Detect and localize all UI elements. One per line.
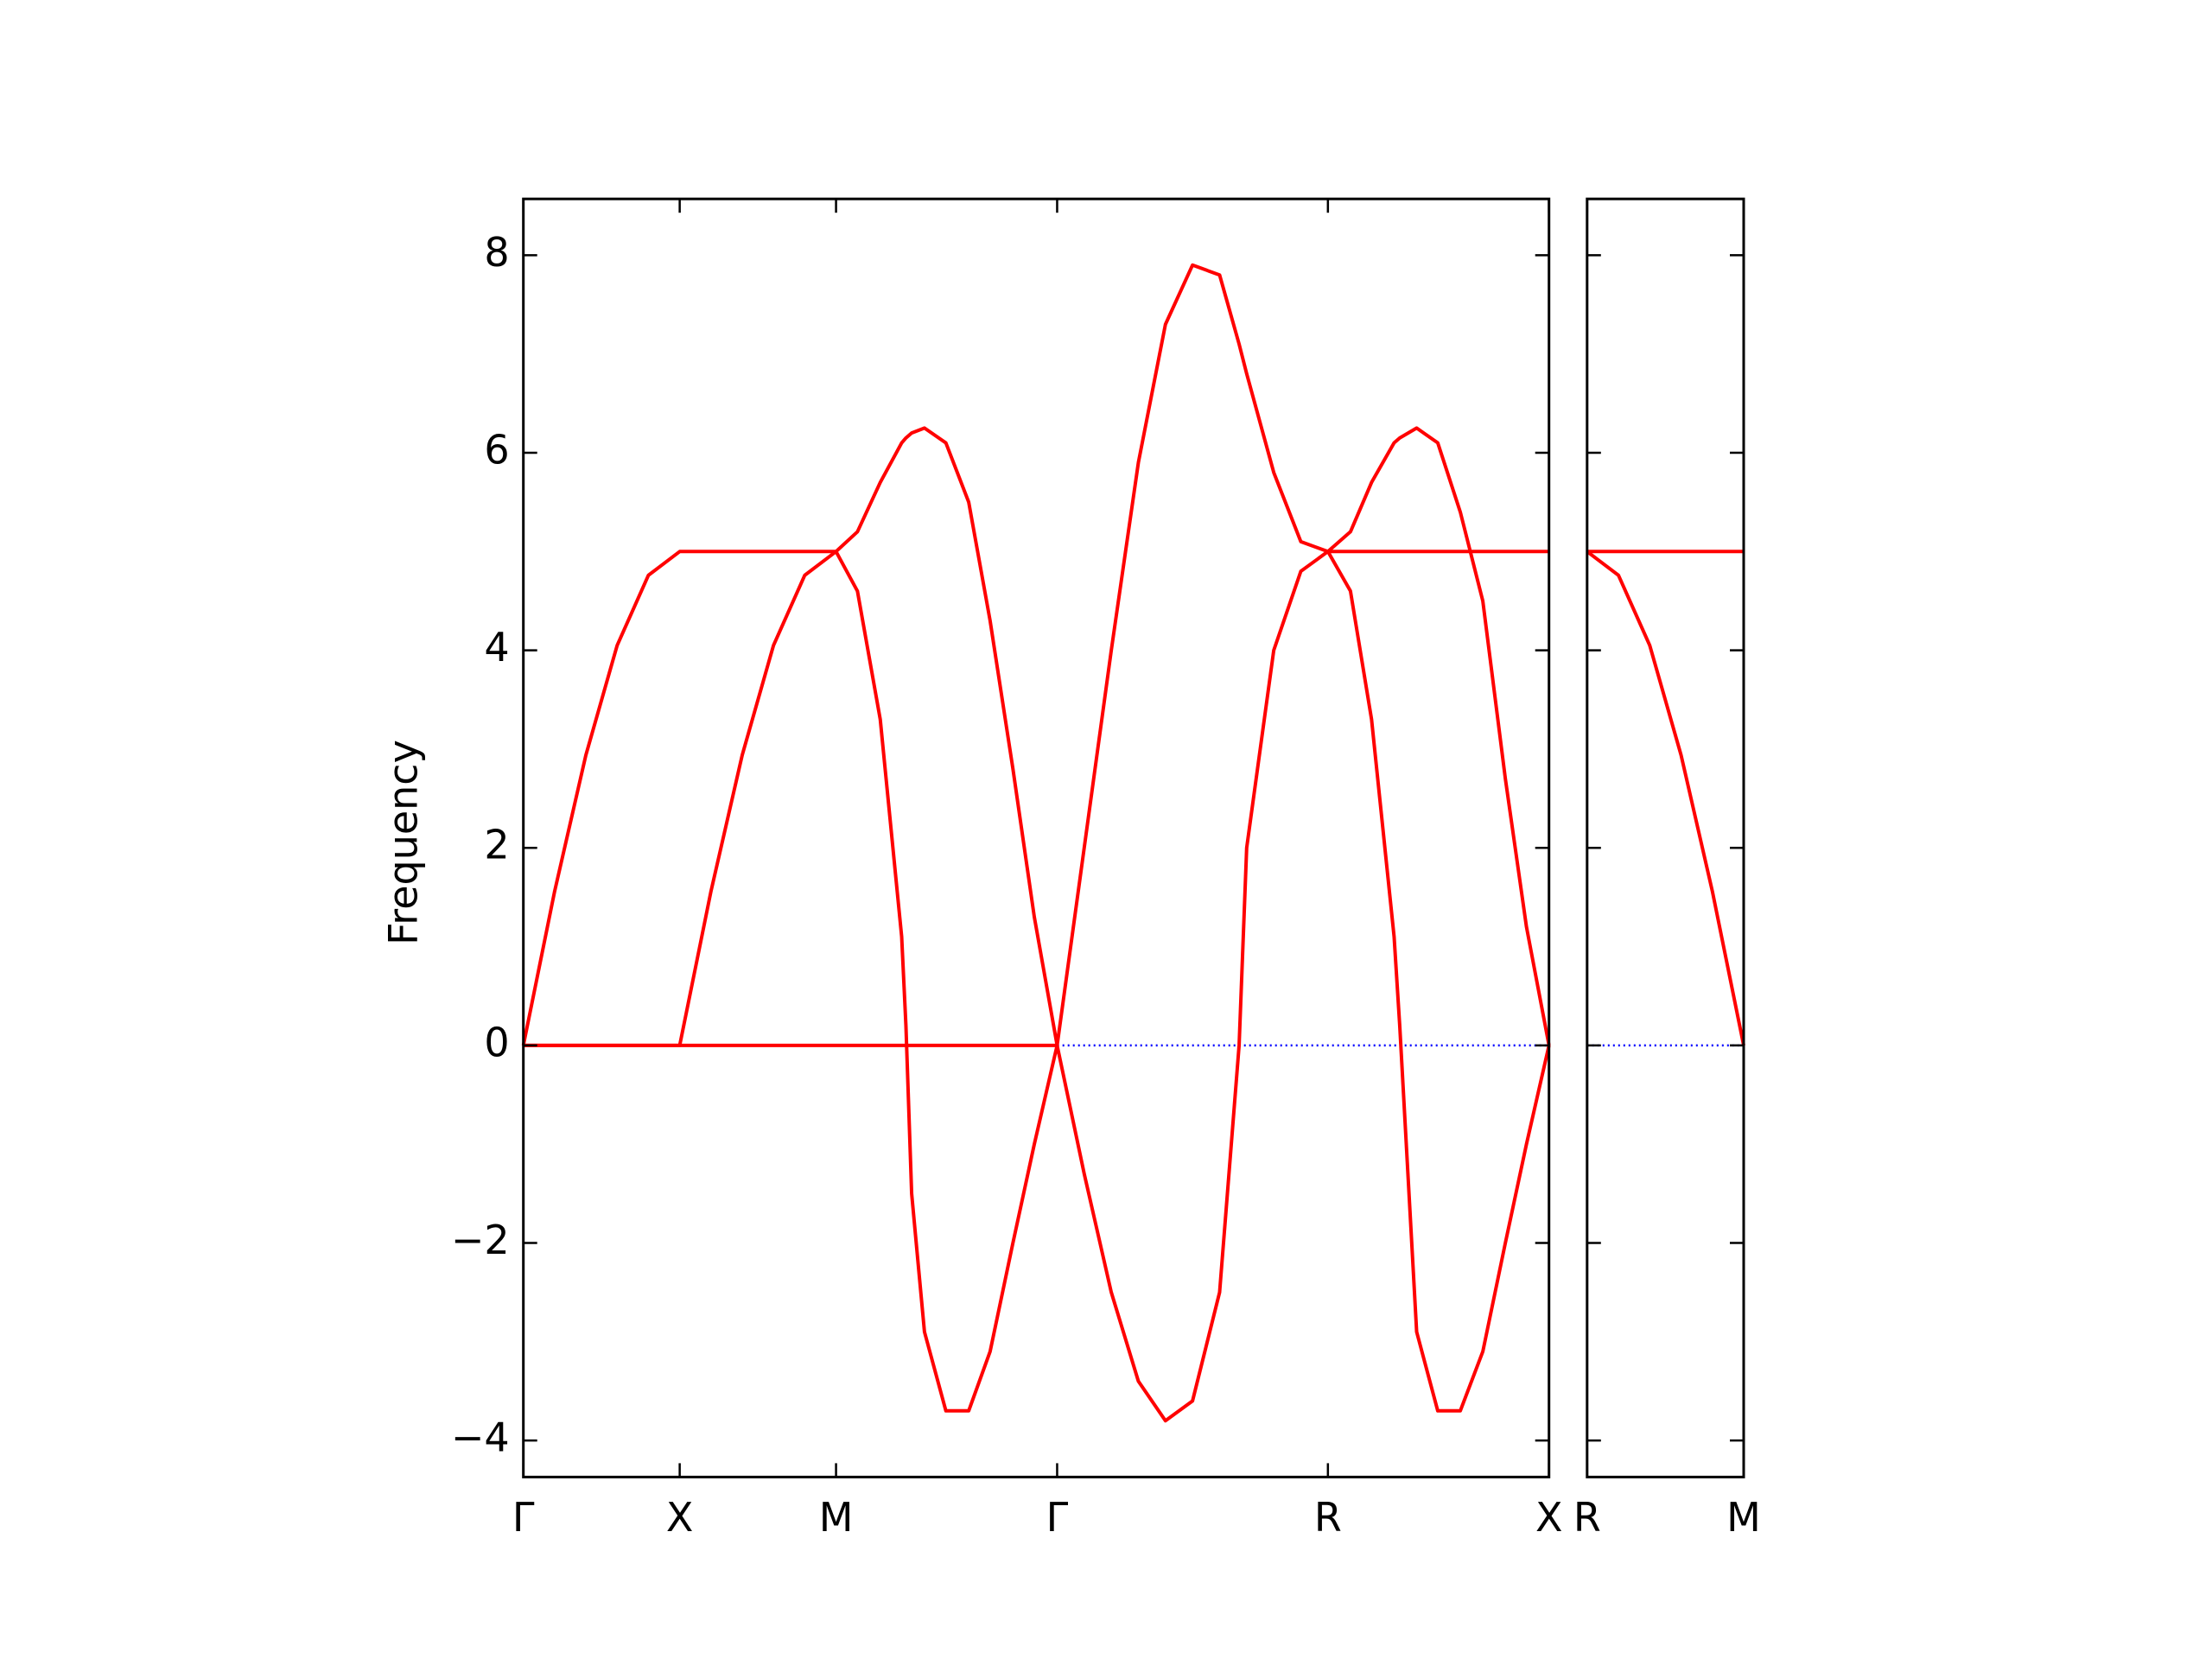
- band-line: [1586, 550, 1745, 1046]
- x-tick-label: X: [666, 1494, 694, 1541]
- y-tick-label: −2: [451, 1217, 510, 1263]
- plot-frame: [522, 197, 1551, 1478]
- y-tick-label: −4: [451, 1414, 510, 1461]
- band-line: [523, 550, 1551, 1413]
- x-tick-label: R: [1573, 1494, 1601, 1541]
- y-tick-label: 4: [484, 624, 509, 671]
- x-tick-label: Γ: [512, 1494, 535, 1541]
- y-tick-label: 8: [484, 229, 509, 276]
- x-tick-label: M: [1726, 1494, 1761, 1541]
- x-tick-label: X: [1535, 1494, 1563, 1541]
- plot-frame: [1586, 197, 1745, 1478]
- band-line: [521, 263, 1549, 1047]
- y-tick-label: 0: [484, 1019, 509, 1065]
- x-tick-label: R: [1314, 1494, 1342, 1541]
- x-tick-label: Γ: [1046, 1494, 1069, 1541]
- x-tick-label: M: [819, 1494, 854, 1541]
- y-axis-label: Frequency: [380, 740, 427, 945]
- y-tick-label: 6: [484, 426, 509, 473]
- y-tick-label: 2: [484, 822, 509, 868]
